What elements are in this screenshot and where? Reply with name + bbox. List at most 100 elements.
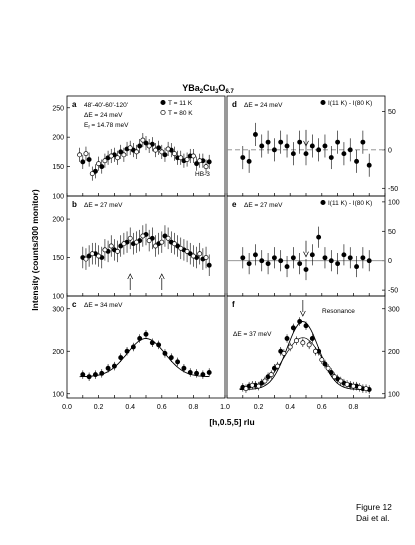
caption-line-1: Figure 12: [356, 502, 392, 512]
data-point-filled: [92, 372, 98, 378]
y-tick-label: 100: [52, 294, 64, 301]
data-point-open: [325, 365, 331, 371]
data-point-filled: [137, 336, 143, 341]
data-point-open: [331, 374, 337, 380]
data-point-filled: [149, 340, 155, 346]
data-point-open: [262, 378, 268, 384]
y-tick-label: 100: [388, 199, 400, 206]
y-tick-label: 100: [388, 391, 400, 398]
y-tick-label: 200: [52, 217, 64, 224]
data-point-filled: [303, 151, 309, 157]
y-tick-label: 50: [388, 229, 396, 236]
data-point-filled: [328, 258, 334, 264]
data-point-open: [140, 137, 146, 143]
caption-line-2: Dai et al.: [356, 513, 390, 523]
panels-group: 100 150 200 250 a 48'-40'-60'-120' ΔE = 24 meV…: [52, 95, 400, 411]
data-point-filled: [309, 252, 315, 258]
data-point-filled: [322, 143, 328, 149]
legend-marker: [320, 99, 326, 106]
data-point-filled: [162, 350, 168, 356]
title-part-2: Cu: [203, 83, 215, 93]
data-point-open: [313, 348, 318, 354]
data-point-filled: [187, 251, 193, 257]
panel-frame: [66, 295, 226, 399]
data-point-open: [363, 386, 369, 392]
data-point-filled: [278, 258, 284, 264]
data-point-filled: [284, 264, 290, 270]
data-point-filled: [118, 243, 124, 249]
data-point-filled: [347, 147, 353, 153]
data-point-open: [108, 243, 114, 249]
data-point-filled: [187, 370, 193, 375]
data-point-filled: [360, 255, 366, 261]
y-tick-label: -50: [388, 288, 398, 295]
panel-letter: b: [72, 200, 77, 209]
data-point-filled: [105, 365, 111, 371]
panel-letter: f: [232, 300, 235, 309]
data-point-filled: [360, 139, 366, 145]
data-point-filled: [366, 258, 372, 264]
data-point-filled: [322, 255, 328, 261]
data-point-open: [115, 248, 121, 254]
data-point-filled: [156, 342, 162, 348]
arrow-head: [127, 273, 134, 280]
data-point-filled: [328, 370, 334, 375]
y-tick-label: 250: [52, 105, 64, 112]
data-point-filled: [309, 336, 315, 341]
data-point-open: [184, 248, 190, 254]
data-point-open: [83, 151, 89, 157]
data-point-filled: [92, 168, 98, 174]
legend-label: T = 11 K: [168, 100, 193, 107]
data-point-filled: [175, 359, 181, 365]
data-point-open: [190, 153, 196, 159]
title-sub-2: 3: [215, 89, 219, 95]
data-point-filled: [271, 255, 277, 261]
data-point-open: [281, 350, 287, 356]
data-point-open: [134, 149, 139, 155]
data-point-filled: [297, 319, 303, 324]
x-tick-label: 0.6: [157, 404, 167, 411]
y-tick-label: 150: [52, 164, 64, 171]
data-point-open: [77, 152, 83, 158]
x-tick-label: 0.8: [189, 404, 199, 411]
data-point-open: [338, 378, 344, 384]
legend-marker: [160, 99, 166, 106]
data-point-filled: [297, 261, 303, 267]
energy-label: ΔE = 27 meV: [244, 202, 283, 209]
data-point-filled: [168, 355, 174, 361]
data-point-filled: [252, 132, 258, 137]
data-point-filled: [341, 151, 347, 157]
panel-frame: [66, 195, 226, 297]
panel-letter: a: [72, 100, 77, 109]
data-point-open: [146, 238, 152, 244]
data-point-filled: [246, 261, 252, 267]
data-point-open: [121, 152, 127, 158]
instrument-label: HB-3: [195, 171, 210, 178]
panel-c: 100 200 300 c ΔE = 34 meV 0.0 0.2 0.4 0.6 0.8 1.0: [52, 295, 230, 411]
data-point-open: [153, 243, 158, 249]
data-point-open: [102, 158, 108, 164]
ef-symbol: E: [84, 122, 89, 129]
collimation-label: 48'-40'-60'-120': [84, 102, 128, 109]
legend-label: I(11 K) - I(80 K): [328, 100, 372, 107]
data-point-open: [102, 247, 108, 253]
x-tick-label: 0.4: [285, 404, 295, 411]
data-point-open: [89, 251, 95, 257]
panel-letter: d: [232, 100, 237, 109]
y-tick-label: 200: [388, 349, 400, 356]
panel-d: -50 0 50 d ΔE = 24 meV I(11 K) - I(80 K): [226, 95, 398, 197]
data-point-filled: [335, 261, 341, 267]
data-point-filled: [354, 158, 360, 164]
fit-curve: [239, 321, 370, 390]
data-point-filled: [322, 361, 328, 367]
data-point-filled: [86, 253, 92, 259]
data-point-filled: [271, 147, 277, 153]
data-point-open: [108, 153, 114, 159]
data-point-open: [306, 342, 312, 348]
data-point-filled: [143, 331, 149, 337]
data-point-open: [146, 143, 152, 149]
y-tick-label: 200: [52, 349, 64, 356]
data-point-filled: [278, 139, 284, 145]
data-point-filled: [206, 370, 212, 375]
panel-frame: [226, 295, 386, 399]
